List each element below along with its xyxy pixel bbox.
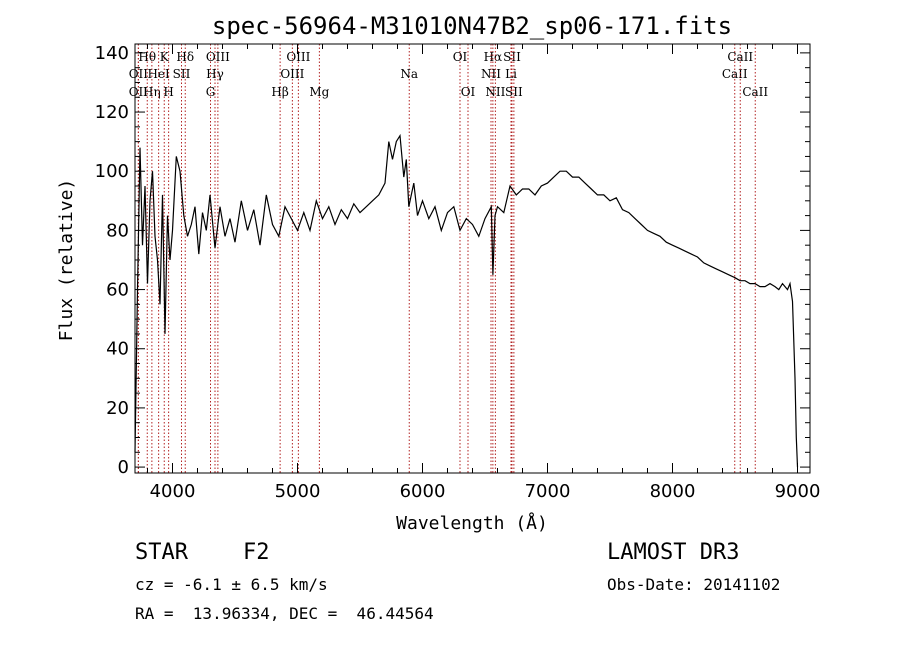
- object-class: STAR: [135, 540, 188, 565]
- line-marker-label: HeI: [147, 67, 170, 81]
- x-tick-label: 9000: [775, 481, 821, 502]
- x-tick-label: 8000: [650, 481, 696, 502]
- y-tick-label: 0: [118, 457, 129, 478]
- x-tick-label: 4000: [150, 481, 196, 502]
- line-marker-label: OI: [453, 50, 468, 64]
- redshift-velocity: cz = -6.1 ± 6.5 km/s: [135, 575, 328, 594]
- line-marker-label: SII: [505, 85, 523, 99]
- line-marker-label: SII: [173, 67, 191, 81]
- line-marker-label: OII: [129, 67, 149, 81]
- line-marker-label: Hα: [484, 50, 503, 64]
- y-tick-label: 120: [95, 102, 129, 123]
- line-marker-label: Mg: [309, 85, 329, 99]
- line-marker-label: Hδ: [176, 50, 194, 64]
- plot-frame: [134, 43, 811, 474]
- line-marker-label: G: [206, 85, 216, 99]
- x-axis-ticks: 4000 5000 6000 7000 8000 9000: [147, 44, 821, 502]
- survey-name: LAMOST DR3: [607, 540, 740, 565]
- line-marker-label: OIII: [206, 50, 230, 64]
- y-tick-label: 80: [106, 220, 129, 241]
- line-marker-label: Li: [505, 67, 517, 81]
- line-marker-label: Hβ: [271, 85, 288, 99]
- coordinates: RA = 13.96334, DEC = 46.44564: [135, 604, 434, 623]
- y-tick-label: 20: [106, 398, 129, 419]
- line-marker-label: CaII: [742, 85, 768, 99]
- x-tick-label: 6000: [400, 481, 446, 502]
- x-axis-label: Wavelength (Å): [396, 512, 548, 534]
- y-tick-label: 60: [106, 280, 129, 301]
- observation-date: Obs-Date: 20141102: [607, 575, 781, 594]
- line-marker-label: Hθ: [138, 50, 156, 64]
- chart-title: spec-56964-M31010N47B2_sp06-171.fits: [212, 12, 732, 40]
- line-marker-label: NII: [481, 67, 501, 81]
- line-marker-label: NII: [485, 85, 505, 99]
- line-marker-label: Na: [400, 67, 418, 81]
- line-marker-label: Hγ: [206, 67, 224, 81]
- line-marker-label: OIII: [286, 50, 310, 64]
- line-marker-label: Hη: [143, 85, 161, 99]
- line-marker-label: K: [160, 50, 170, 64]
- line-marker-label: CaII: [727, 50, 753, 64]
- object-subclass: F2: [243, 540, 270, 565]
- line-marker-label: SII: [503, 50, 521, 64]
- x-tick-label: 5000: [275, 481, 321, 502]
- line-marker-label: CaII: [722, 67, 748, 81]
- y-tick-label: 40: [106, 339, 129, 360]
- line-marker-label: H: [163, 85, 173, 99]
- x-tick-label: 7000: [525, 481, 571, 502]
- line-marker-label: OI: [461, 85, 476, 99]
- y-axis-label: Flux (relative): [56, 179, 77, 342]
- line-marker-label: OIII: [280, 67, 304, 81]
- y-tick-label: 100: [95, 161, 129, 182]
- spectrum-series: [134, 133, 799, 468]
- y-axis-ticks: 0 20 40 60 80 100 120 140: [95, 43, 810, 478]
- spectrum-line: [134, 133, 799, 468]
- line-marker-label: OII: [129, 85, 149, 99]
- y-tick-label: 140: [95, 43, 129, 64]
